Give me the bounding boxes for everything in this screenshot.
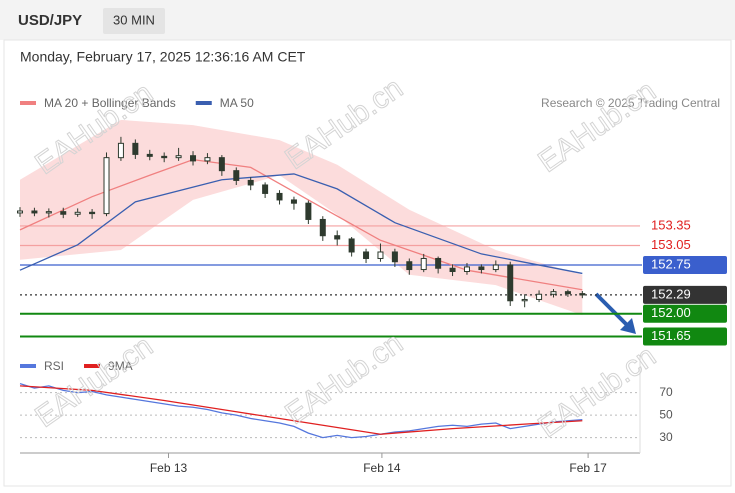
candle-body — [348, 238, 355, 253]
candle-body — [247, 179, 254, 186]
timeframe-badge — [103, 8, 165, 34]
candle-body — [117, 142, 124, 159]
symbol: USD/JPY — [18, 12, 82, 29]
candle-body — [478, 266, 485, 271]
candle-body — [31, 210, 38, 214]
candle-body — [161, 155, 168, 159]
candle-body — [507, 264, 514, 302]
legend-swatch — [20, 101, 36, 105]
level-label-box — [643, 304, 727, 323]
candle-body — [89, 211, 96, 215]
candle-body — [132, 142, 139, 155]
candle-body — [60, 211, 67, 215]
level-label: 153.05 — [651, 237, 691, 252]
level-label: 152.00 — [651, 305, 691, 320]
candle-body — [420, 257, 427, 271]
candle-body — [391, 251, 398, 263]
candle-body — [17, 210, 23, 214]
series-line — [19, 383, 583, 439]
level-label-box — [643, 285, 727, 304]
candle-body — [377, 251, 384, 259]
candle-body — [218, 157, 225, 172]
candle-body — [463, 266, 470, 272]
x-tick-label: Feb 13 — [150, 461, 188, 475]
candle-body — [103, 157, 110, 215]
candle-body — [550, 291, 557, 295]
legend-swatch — [20, 364, 36, 368]
credit: Research © 2025 Trading Central — [541, 96, 720, 110]
level-label: 152.75 — [651, 256, 691, 271]
legend-swatch — [84, 364, 101, 368]
candle-body — [204, 157, 211, 162]
candle-body — [45, 211, 52, 214]
candle-body — [276, 192, 283, 201]
candle-body — [363, 251, 370, 259]
candle-body — [334, 235, 341, 240]
forecast-arrowhead — [620, 318, 636, 334]
candle-body — [290, 199, 297, 204]
y-tick-label: 30 — [659, 430, 673, 444]
level-label-box — [643, 327, 727, 346]
legend-label: 9MA — [108, 359, 133, 373]
candle-body — [521, 298, 528, 302]
candle-body — [492, 264, 499, 271]
bollinger-band — [20, 119, 583, 316]
candle-body — [175, 155, 182, 159]
level-label: 152.29 — [651, 286, 691, 301]
series-line — [19, 385, 583, 435]
candle-body — [262, 184, 269, 194]
level-label: 151.65 — [651, 328, 691, 343]
legend-swatch — [195, 101, 212, 105]
candle-body — [305, 202, 312, 220]
forecast-arrow — [594, 292, 630, 328]
candle-body — [435, 257, 442, 269]
candle-body — [233, 170, 240, 181]
candle-body — [564, 291, 571, 295]
candle-body — [536, 293, 543, 300]
candle-body — [579, 293, 586, 296]
candle-body — [190, 155, 197, 162]
candle-body — [319, 218, 326, 237]
y-tick-label: 70 — [659, 385, 673, 399]
x-tick-label: Feb 14 — [363, 461, 401, 475]
frame — [3, 39, 732, 487]
candle-body — [449, 267, 456, 272]
y-tick-label: 50 — [659, 407, 673, 421]
legend-label: MA 20 + Bollinger Bands — [44, 96, 176, 110]
legend-label: RSI — [44, 359, 64, 373]
candle-body — [74, 211, 81, 215]
candle-body — [406, 261, 413, 271]
legend-label: MA 50 — [220, 96, 254, 110]
candle-body — [146, 153, 153, 157]
datetime: Monday, February 17, 2025 12:36:16 AM CE… — [20, 49, 306, 65]
level-label: 153.35 — [651, 217, 691, 232]
x-tick-label: Feb 17 — [569, 461, 607, 475]
series-line — [19, 173, 583, 275]
timeframe: 30 MIN — [113, 12, 155, 27]
level-label-box — [643, 255, 727, 274]
